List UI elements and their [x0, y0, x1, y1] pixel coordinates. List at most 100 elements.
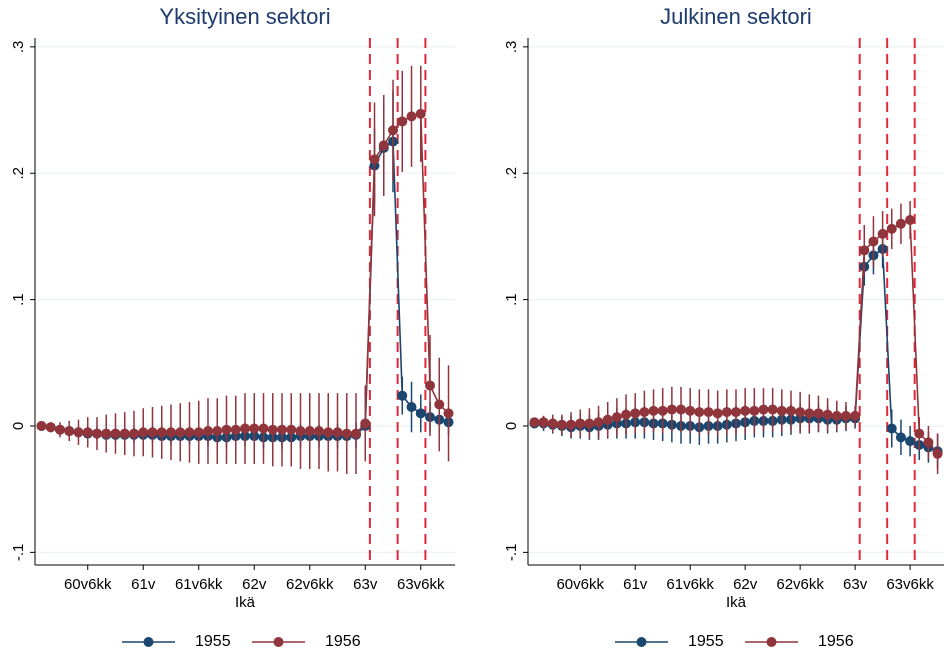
data-point — [923, 437, 934, 448]
data-point — [575, 418, 586, 429]
data-point — [785, 405, 796, 416]
data-point — [443, 408, 454, 419]
data-point — [895, 218, 906, 229]
data-point — [64, 426, 75, 437]
data-point — [73, 427, 84, 438]
legend-marker — [636, 637, 647, 647]
data-point — [868, 236, 879, 247]
data-point — [221, 424, 232, 435]
data-point — [304, 426, 315, 437]
data-point — [602, 414, 613, 425]
data-point — [886, 223, 897, 234]
data-point — [360, 418, 371, 429]
data-point — [905, 214, 916, 225]
legend-marker — [273, 637, 284, 647]
y-tick-label: 0 — [503, 422, 520, 430]
legend-marker — [766, 637, 777, 647]
data-point — [914, 428, 925, 439]
legend-label: 1956 — [325, 633, 361, 650]
data-point — [566, 419, 577, 430]
data-point — [529, 417, 540, 428]
data-point — [434, 399, 445, 410]
data-point — [212, 426, 223, 437]
legend-label: 1955 — [688, 633, 724, 650]
data-point — [267, 424, 278, 435]
x-tick-label: 63v6kk — [397, 576, 445, 593]
data-point — [584, 418, 595, 429]
data-point — [721, 407, 732, 418]
x-tick-label: 63v — [353, 576, 378, 593]
data-point — [712, 408, 723, 419]
data-point — [859, 245, 870, 256]
data-point — [314, 426, 325, 437]
data-point — [147, 427, 158, 438]
data-point — [341, 428, 352, 439]
x-tick-label: 62v6kk — [286, 576, 334, 593]
x-tick-label: 62v — [733, 576, 758, 593]
data-point — [621, 409, 632, 420]
data-point — [202, 426, 213, 437]
data-point — [886, 423, 897, 434]
legend-label: 1956 — [818, 633, 854, 650]
data-point — [731, 407, 741, 418]
y-tick-label: .1 — [10, 293, 27, 306]
legend-label: 1955 — [195, 633, 231, 650]
data-point — [240, 423, 250, 434]
data-point — [175, 427, 186, 438]
data-point — [776, 405, 787, 416]
x-tick-label: 62v — [242, 576, 267, 593]
data-point — [877, 228, 888, 239]
data-point — [332, 427, 343, 438]
data-point — [795, 407, 806, 418]
data-point — [406, 402, 417, 413]
x-tick-label: 61v6kk — [666, 576, 714, 593]
data-point — [639, 407, 650, 418]
data-point — [767, 404, 778, 415]
data-point — [378, 140, 389, 151]
data-point — [630, 408, 641, 419]
data-point — [258, 423, 269, 434]
series-line — [41, 140, 449, 439]
data-point — [397, 116, 408, 127]
data-point — [666, 404, 677, 415]
data-point — [676, 404, 687, 415]
data-point — [813, 408, 824, 419]
x-tick-label: 61v — [623, 576, 648, 593]
chart-title: Julkinen sektori — [660, 4, 812, 29]
y-tick-label: .3 — [10, 41, 27, 54]
data-point — [110, 428, 121, 439]
chart-title: Yksityinen sektori — [159, 4, 330, 29]
y-tick-label: 0 — [10, 422, 27, 430]
data-point — [351, 428, 362, 439]
data-point — [277, 424, 288, 435]
x-axis-label: Ikä — [726, 594, 747, 611]
data-point — [804, 408, 815, 419]
data-point — [184, 427, 195, 438]
data-point — [45, 422, 56, 433]
data-point — [703, 407, 714, 418]
data-point — [36, 420, 47, 431]
x-tick-label: 61v — [131, 576, 156, 593]
data-point — [415, 408, 426, 419]
data-point — [831, 410, 842, 421]
data-point — [538, 417, 549, 428]
data-point — [369, 154, 380, 165]
y-tick-label: .2 — [503, 167, 520, 180]
data-point — [249, 423, 260, 434]
data-point — [648, 405, 659, 416]
x-tick-label: 63v — [843, 576, 868, 593]
data-point — [286, 424, 297, 435]
x-axis-label: Ikä — [235, 594, 256, 611]
y-tick-label: -.1 — [10, 544, 27, 562]
y-tick-label: .3 — [503, 41, 520, 54]
data-point — [425, 380, 436, 391]
data-point — [932, 448, 943, 459]
data-point — [822, 409, 833, 420]
data-point — [230, 424, 241, 435]
x-tick-label: 61v6kk — [175, 576, 223, 593]
data-point — [415, 108, 426, 119]
data-point — [128, 428, 139, 439]
data-point — [740, 405, 751, 416]
data-point — [685, 405, 696, 416]
